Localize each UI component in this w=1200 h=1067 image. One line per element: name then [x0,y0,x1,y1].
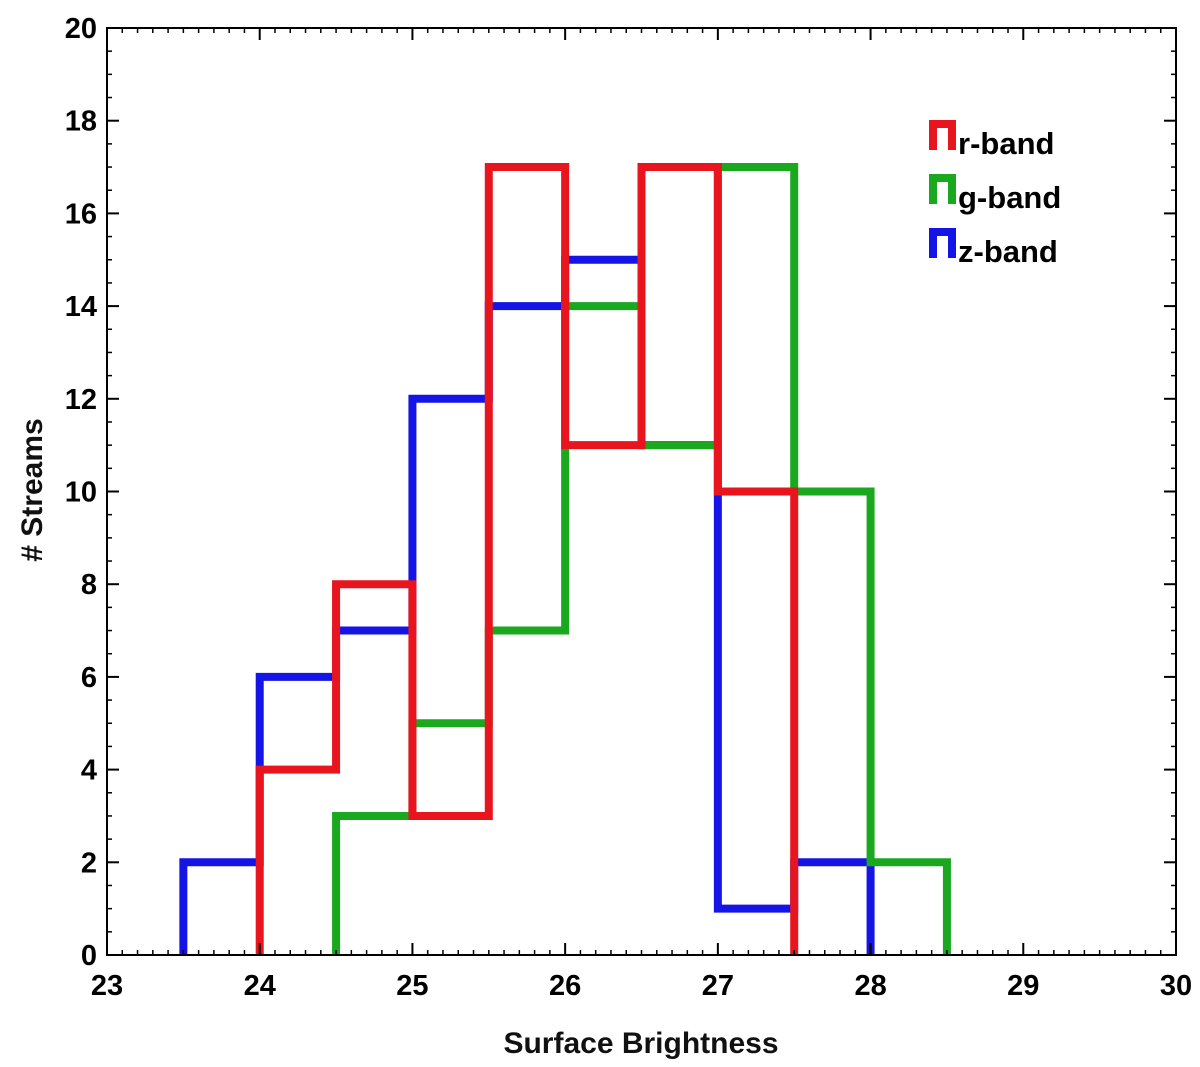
y-axis-label: # Streams [16,418,49,561]
x-tick-label: 30 [1160,970,1192,1002]
legend-swatch-r-band [929,120,956,150]
x-tick-label: 26 [549,970,581,1002]
x-tick-label: 24 [244,970,276,1002]
x-tick-label: 25 [396,970,428,1002]
y-tick-label: 12 [65,384,97,416]
y-tick-label: 6 [81,662,97,694]
legend: r-band g-band z-band [929,120,1061,269]
legend-swatch-g-band [929,174,956,204]
legend-label-z-band: z-band [958,234,1058,269]
y-tick-label: 14 [65,291,97,323]
legend-label-g-band: g-band [958,180,1061,215]
x-tick-label: 29 [1007,970,1039,1002]
y-tick-label: 16 [65,198,97,230]
y-tick-label: 10 [65,477,97,509]
legend-swatch-z-band [929,228,956,258]
y-tick-label: 0 [81,940,97,972]
x-tick-label: 28 [854,970,886,1002]
series-z-band-outline [179,255,875,955]
y-tick-label: 2 [81,847,97,879]
series-r-band-outline [255,163,799,955]
legend-label-r-band: r-band [958,126,1054,161]
series-layer [179,163,951,955]
y-tick-label: 20 [65,13,97,45]
x-tick-label: 23 [91,970,123,1002]
y-tick-label: 8 [81,569,97,601]
x-axis-label: Surface Brightness [503,1027,778,1060]
y-tick-label: 18 [65,106,97,138]
y-tick-label: 4 [81,755,97,787]
x-tick-label: 27 [702,970,734,1002]
